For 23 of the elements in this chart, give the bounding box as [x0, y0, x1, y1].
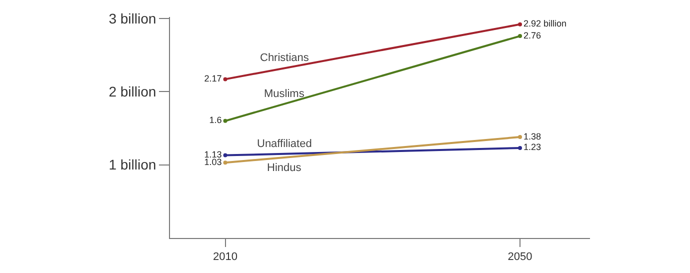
series-label: Unaffiliated	[257, 138, 312, 150]
data-label: 2.17	[204, 73, 222, 84]
x-tick-label: 2010	[213, 251, 238, 264]
data-label: 1.38	[524, 131, 542, 142]
y-tick-label: 1 billion	[108, 156, 156, 173]
point	[223, 77, 228, 82]
data-label: 2.76	[524, 30, 542, 40]
point	[518, 135, 522, 140]
data-label: 2.92 billion	[524, 18, 567, 29]
point	[518, 22, 522, 26]
point	[223, 160, 228, 165]
point	[518, 34, 522, 38]
data-label: 1.23	[524, 142, 542, 152]
series-label: Christians	[260, 52, 310, 64]
series-label: Hindus	[267, 162, 302, 174]
y-tick-label: 2 billion	[108, 84, 156, 100]
point	[223, 153, 228, 158]
y-tick-label: 3 billion	[108, 10, 156, 26]
series-label: Muslims	[264, 88, 305, 100]
point	[223, 118, 228, 123]
point	[518, 146, 522, 150]
x-tick-label: 2050	[508, 251, 532, 264]
data-label: 1.6	[209, 115, 222, 126]
